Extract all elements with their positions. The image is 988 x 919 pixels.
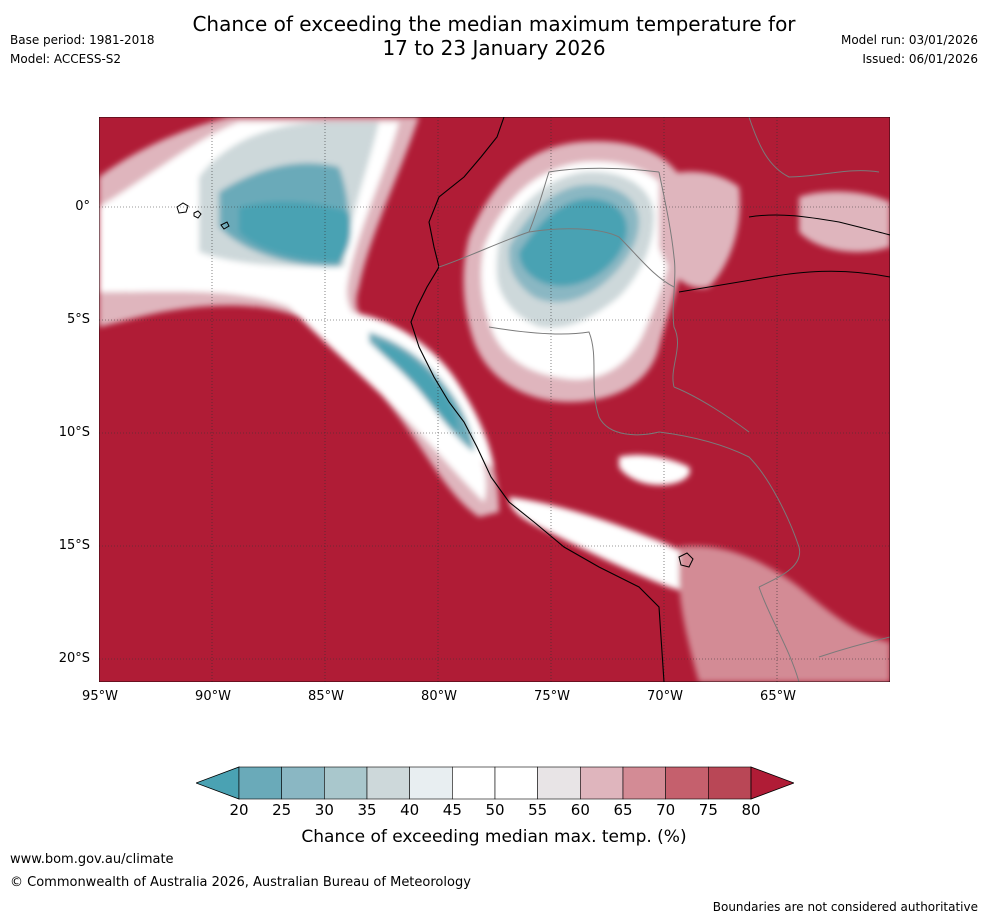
lon-label-70w: 70°W bbox=[647, 689, 683, 704]
colorbar-tick-label: 80 bbox=[741, 801, 761, 819]
colorbar-cell bbox=[366, 766, 410, 800]
colorbar-tick-label: 20 bbox=[229, 801, 249, 819]
colorbar-tick-label: 30 bbox=[314, 801, 334, 819]
colorbar-tick-label: 40 bbox=[400, 801, 420, 819]
colorbar-cell bbox=[708, 766, 752, 800]
coastline-north bbox=[748, 214, 890, 236]
colorbar-tick-label: 65 bbox=[613, 801, 633, 819]
colorbar-arrow-low bbox=[196, 766, 240, 800]
lat-label-20s: 20°S bbox=[58, 651, 90, 666]
lat-label-0: 0° bbox=[75, 199, 90, 214]
colorbar-tick-label: 35 bbox=[357, 801, 377, 819]
map-title-line1: Chance of exceeding the median maximum t… bbox=[192, 12, 796, 36]
colorbar-cell bbox=[452, 766, 496, 800]
colorbar-cell bbox=[324, 766, 368, 800]
lon-label-75w: 75°W bbox=[534, 689, 570, 704]
issued-text: Issued: 06/01/2026 bbox=[862, 52, 978, 66]
disclaimer-text: Boundaries are not considered authoritat… bbox=[712, 900, 978, 914]
colorbar-cell bbox=[281, 766, 325, 800]
lon-label-65w: 65°W bbox=[760, 689, 796, 704]
lat-label-10s: 10°S bbox=[58, 425, 90, 440]
coastline bbox=[410, 117, 665, 682]
copyright-text: © Commonwealth of Australia 2026, Austra… bbox=[10, 875, 471, 890]
lon-label-80w: 80°W bbox=[421, 689, 457, 704]
colorbar-tick-label: 55 bbox=[528, 801, 548, 819]
colorbar-cell bbox=[622, 766, 666, 800]
galapagos-islands bbox=[176, 202, 230, 230]
colorbar-cell bbox=[494, 766, 538, 800]
colorbar-label: Chance of exceeding median max. temp. (%… bbox=[301, 827, 687, 847]
lat-label-5s: 5°S bbox=[66, 312, 90, 327]
colorbar-tick-label: 75 bbox=[698, 801, 718, 819]
website-link[interactable]: www.bom.gov.au/climate bbox=[10, 852, 174, 867]
colorbar-tick-label: 45 bbox=[442, 801, 462, 819]
colorbar-cell bbox=[665, 766, 709, 800]
colorbar-tick-label: 25 bbox=[272, 801, 292, 819]
colorbar-cell bbox=[537, 766, 581, 800]
base-period-text: Base period: 1981-2018 bbox=[10, 33, 155, 47]
lat-label-15s: 15°S bbox=[58, 538, 90, 553]
colorbar bbox=[196, 766, 794, 800]
country-borders bbox=[438, 117, 890, 682]
amazon-river bbox=[678, 270, 890, 293]
lon-label-85w: 85°W bbox=[308, 689, 344, 704]
colorbar-tick-label: 60 bbox=[570, 801, 590, 819]
model-text: Model: ACCESS-S2 bbox=[10, 52, 122, 66]
colorbar-tick-label: 50 bbox=[485, 801, 505, 819]
colorbar-arrow-high bbox=[750, 766, 794, 800]
colorbar-cell bbox=[238, 766, 282, 800]
graticule bbox=[99, 117, 890, 682]
probability-map bbox=[99, 117, 890, 682]
colorbar-tick-label: 70 bbox=[656, 801, 676, 819]
colorbar-cell bbox=[580, 766, 624, 800]
lon-label-95w: 95°W bbox=[82, 689, 118, 704]
lake-titicaca bbox=[678, 552, 694, 568]
model-run-text: Model run: 03/01/2026 bbox=[840, 33, 978, 47]
map-title-line2: 17 to 23 January 2026 bbox=[382, 36, 606, 60]
colorbar-cell bbox=[409, 766, 453, 800]
lon-label-90w: 90°W bbox=[195, 689, 231, 704]
